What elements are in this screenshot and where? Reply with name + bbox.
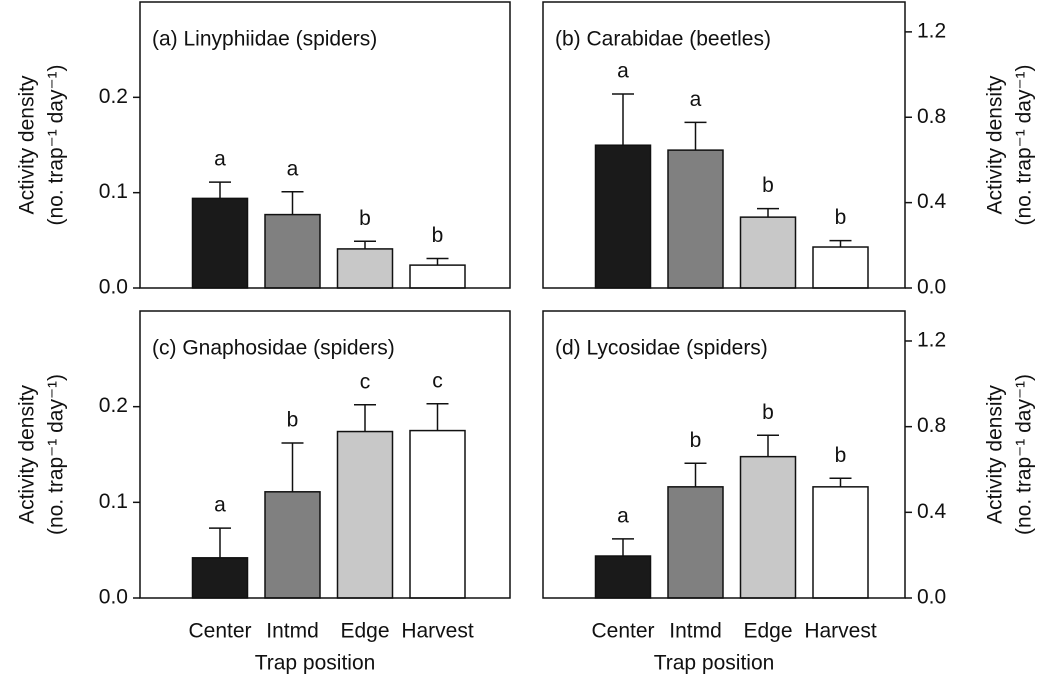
x-tick-label: Edge — [743, 620, 792, 643]
plot-frame — [139, 1, 511, 289]
y-axis-label: (no. trap⁻¹ day⁻¹) — [1013, 374, 1036, 535]
x-tick-label: Intmd — [669, 620, 722, 643]
significance-letter: b — [287, 409, 299, 432]
bar — [191, 197, 249, 289]
y-axis-label: (no. trap⁻¹ day⁻¹) — [45, 64, 68, 225]
y-tick-label: 0.4 — [917, 190, 947, 213]
bar — [336, 430, 394, 599]
bar — [191, 557, 249, 599]
significance-letter: a — [690, 88, 702, 111]
significance-letter: a — [287, 157, 299, 180]
significance-letter: a — [214, 494, 226, 517]
panel-title: (a) Linyphiidae (spiders) — [152, 28, 377, 51]
bar — [812, 246, 869, 289]
y-axis-label: Activity density — [984, 75, 1007, 214]
significance-letter: a — [617, 504, 629, 527]
bar — [739, 216, 797, 289]
bar — [594, 555, 652, 599]
bar — [739, 455, 797, 599]
x-tick-label: Harvest — [804, 620, 877, 643]
panel-title: (b) Carabidae (beetles) — [555, 28, 771, 51]
bar — [336, 248, 394, 289]
y-axis-label: Activity density — [16, 75, 39, 214]
x-axis-label: Trap position — [255, 652, 376, 675]
plot-frame — [139, 310, 511, 599]
y-tick-label: 0.0 — [99, 586, 128, 609]
y-tick-label: 0.0 — [917, 586, 946, 609]
y-tick-label: 0.4 — [917, 500, 947, 523]
significance-letter: b — [762, 174, 774, 197]
panel-title: (c) Gnaphosidae (spiders) — [152, 337, 395, 360]
x-tick-label: Center — [188, 620, 251, 643]
x-tick-label: Harvest — [401, 620, 474, 643]
plot-frame — [542, 310, 906, 599]
significance-letter: a — [617, 60, 629, 83]
y-tick-label: 0.8 — [917, 105, 946, 128]
y-axis-label: (no. trap⁻¹ day⁻¹) — [1013, 64, 1036, 225]
x-tick-label: Edge — [340, 620, 389, 643]
bar — [667, 486, 724, 599]
significance-letter: c — [360, 370, 371, 393]
panel-title: (d) Lycosidae (spiders) — [555, 337, 768, 360]
y-tick-label: 0.1 — [99, 490, 128, 513]
bar — [264, 491, 321, 599]
y-tick-label: 0.1 — [99, 180, 128, 203]
significance-letter: b — [762, 401, 774, 424]
y-tick-label: 0.8 — [917, 414, 946, 437]
y-axis-label: Activity density — [984, 385, 1007, 524]
x-tick-label: Intmd — [266, 620, 319, 643]
significance-letter: b — [690, 429, 702, 452]
y-tick-label: 1.2 — [917, 19, 946, 42]
y-tick-label: 0.0 — [99, 276, 128, 299]
bar — [264, 213, 321, 289]
plot-frame — [542, 1, 906, 289]
significance-letter: a — [214, 148, 226, 171]
bar — [594, 144, 652, 289]
x-axis-label: Trap position — [654, 652, 775, 675]
bar — [667, 149, 724, 289]
bar — [812, 486, 869, 599]
y-tick-label: 0.2 — [99, 394, 128, 417]
significance-letter: c — [432, 369, 443, 392]
bar — [409, 429, 466, 599]
bar — [409, 264, 466, 289]
significance-letter: b — [835, 444, 847, 467]
significance-letter: b — [835, 206, 847, 229]
y-axis-label: (no. trap⁻¹ day⁻¹) — [45, 374, 68, 535]
y-tick-label: 0.2 — [99, 85, 128, 108]
y-axis-label: Activity density — [16, 385, 39, 524]
y-tick-label: 0.0 — [917, 276, 946, 299]
x-tick-label: Center — [591, 620, 654, 643]
significance-letter: b — [432, 224, 444, 247]
y-tick-label: 1.2 — [917, 329, 946, 352]
significance-letter: b — [359, 207, 371, 230]
